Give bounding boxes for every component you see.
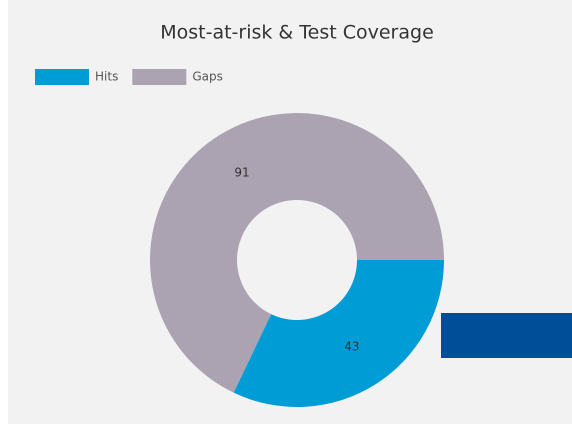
legend-label: Hits: [95, 70, 118, 84]
legend-label: Gaps: [192, 70, 223, 84]
legend: Hits Gaps: [35, 69, 223, 85]
chart-title: Most-at-risk & Test Coverage: [160, 22, 434, 44]
legend-swatch: [132, 69, 187, 85]
donut-slice: [150, 113, 444, 393]
data-label: 43: [344, 340, 359, 354]
donut-slice: [233, 260, 444, 408]
data-label: 91: [234, 165, 249, 179]
plot: 43 91: [150, 113, 444, 408]
legend-swatch: [35, 69, 89, 85]
overlay-block: [441, 313, 572, 358]
